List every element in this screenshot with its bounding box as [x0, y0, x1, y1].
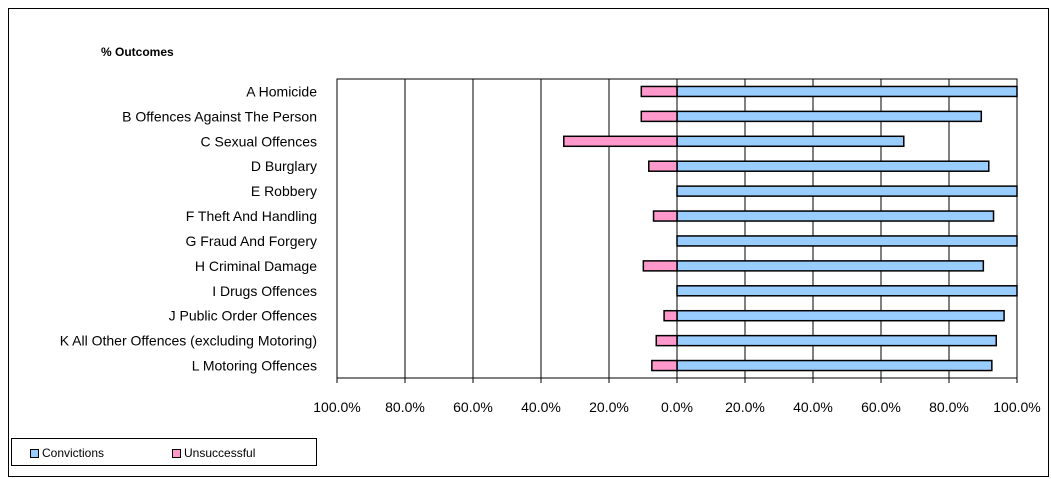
legend-label-unsuccessful: Unsuccessful — [184, 446, 256, 460]
legend-swatch-unsuccessful — [172, 448, 181, 458]
bar-convictions-7 — [676, 260, 985, 272]
bar-convictions-0 — [676, 85, 1018, 98]
bar-unsuccessful-1 — [640, 110, 678, 123]
bar-unsuccessful-5 — [652, 210, 678, 222]
x-tick-label-6: 20.0% — [725, 399, 765, 415]
bar-convictions-8 — [676, 285, 1018, 297]
bar-convictions-3 — [676, 160, 990, 172]
category-label-9: J Public Order Offences — [169, 308, 317, 324]
bar-convictions-10 — [676, 334, 998, 347]
legend: Convictions Unsuccessful — [11, 438, 317, 466]
bar-convictions-4 — [676, 185, 1018, 197]
bar-unsuccessful-2 — [563, 135, 678, 148]
x-tick-label-3: 40.0% — [521, 399, 561, 415]
bar-unsuccessful-3 — [648, 160, 678, 172]
bar-convictions-9 — [676, 309, 1005, 322]
category-label-0: A Homicide — [246, 83, 317, 99]
category-label-3: D Burglary — [251, 158, 317, 174]
x-tick-label-8: 60.0% — [861, 399, 901, 415]
category-label-2: C Sexual Offences — [201, 133, 317, 149]
bar-unsuccessful-9 — [663, 309, 678, 322]
bar-unsuccessful-7 — [642, 260, 678, 272]
category-label-1: B Offences Against The Person — [122, 108, 317, 124]
category-label-10: K All Other Offences (excluding Motoring… — [60, 333, 317, 349]
legend-label-convictions: Convictions — [42, 446, 105, 460]
bar-convictions-1 — [676, 110, 983, 123]
x-tick-label-5: 0.0% — [661, 399, 693, 415]
legend-item-convictions: Convictions — [30, 446, 104, 460]
x-tick-label-0: 100.0% — [313, 399, 360, 415]
bar-convictions-6 — [676, 235, 1018, 247]
legend-item-unsuccessful: Unsuccessful — [172, 446, 255, 460]
category-label-7: H Criminal Damage — [195, 258, 317, 274]
bar-convictions-2 — [676, 135, 905, 148]
bar-convictions-5 — [676, 210, 995, 222]
x-tick-label-4: 20.0% — [589, 399, 629, 415]
x-tick-label-7: 40.0% — [793, 399, 833, 415]
category-label-6: G Fraud And Forgery — [185, 233, 317, 249]
x-tick-label-1: 80.0% — [385, 399, 425, 415]
category-label-5: F Theft And Handling — [186, 208, 317, 224]
x-tick-label-9: 80.0% — [929, 399, 969, 415]
legend-swatch-convictions — [30, 448, 39, 458]
x-tick-label-2: 60.0% — [453, 399, 493, 415]
chart-title: % Outcomes — [101, 45, 174, 59]
bar-unsuccessful-0 — [640, 85, 678, 98]
bar-unsuccessful-11 — [651, 359, 678, 372]
bar-unsuccessful-10 — [655, 334, 678, 347]
bar-convictions-11 — [676, 359, 993, 372]
category-label-8: I Drugs Offences — [212, 283, 317, 299]
x-tick-label-10: 100.0% — [993, 399, 1040, 415]
category-label-4: E Robbery — [251, 183, 317, 199]
category-label-11: L Motoring Offences — [192, 358, 317, 374]
